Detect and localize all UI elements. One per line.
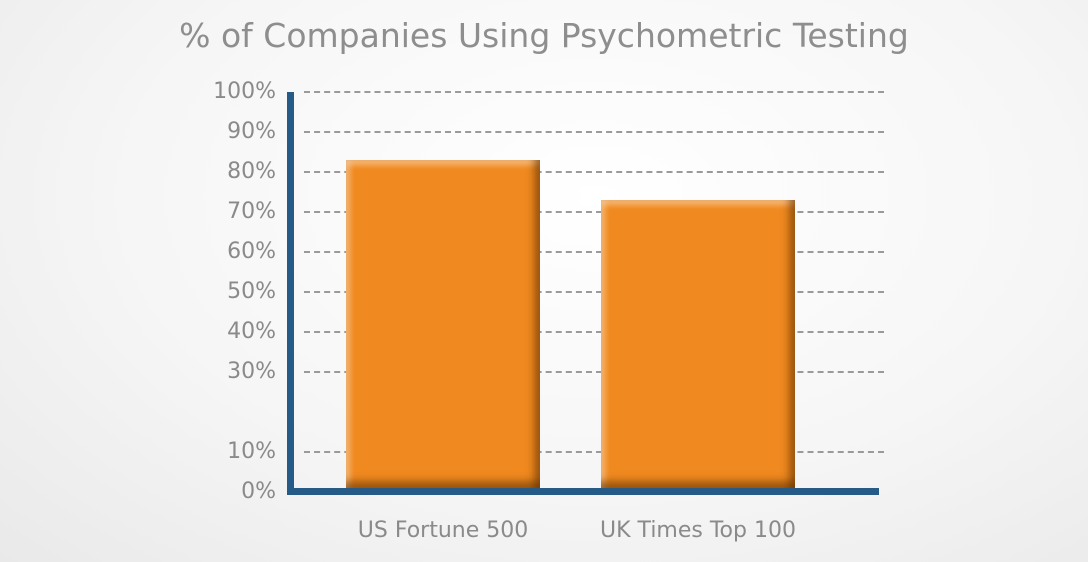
gridline [304, 131, 884, 133]
gridline [304, 331, 884, 333]
bar-uk-times-top-100 [601, 200, 795, 489]
gridline [304, 291, 884, 293]
bar-us-fortune-500 [346, 160, 540, 489]
y-tick-label: 40% [227, 319, 276, 344]
chart-title: % of Companies Using Psychometric Testin… [179, 16, 909, 55]
gridline [304, 371, 884, 373]
x-axis-line [287, 488, 879, 495]
y-tick-label: 60% [227, 239, 276, 264]
y-tick-label: 0% [241, 479, 276, 504]
gridline [304, 251, 884, 253]
x-category-label: UK Times Top 100 [600, 518, 796, 543]
gridline [304, 91, 884, 93]
gridline [304, 171, 884, 173]
y-tick-label: 30% [227, 359, 276, 384]
y-tick-label: 80% [227, 159, 276, 184]
y-tick-label: 10% [227, 439, 276, 464]
x-category-label: US Fortune 500 [357, 518, 529, 543]
gridline [304, 211, 884, 213]
y-tick-label: 50% [227, 279, 276, 304]
y-tick-label: 90% [227, 119, 276, 144]
y-tick-label: 100% [213, 79, 276, 104]
gridline [304, 451, 884, 453]
y-axis-line [287, 92, 294, 495]
y-tick-label: 70% [227, 199, 276, 224]
